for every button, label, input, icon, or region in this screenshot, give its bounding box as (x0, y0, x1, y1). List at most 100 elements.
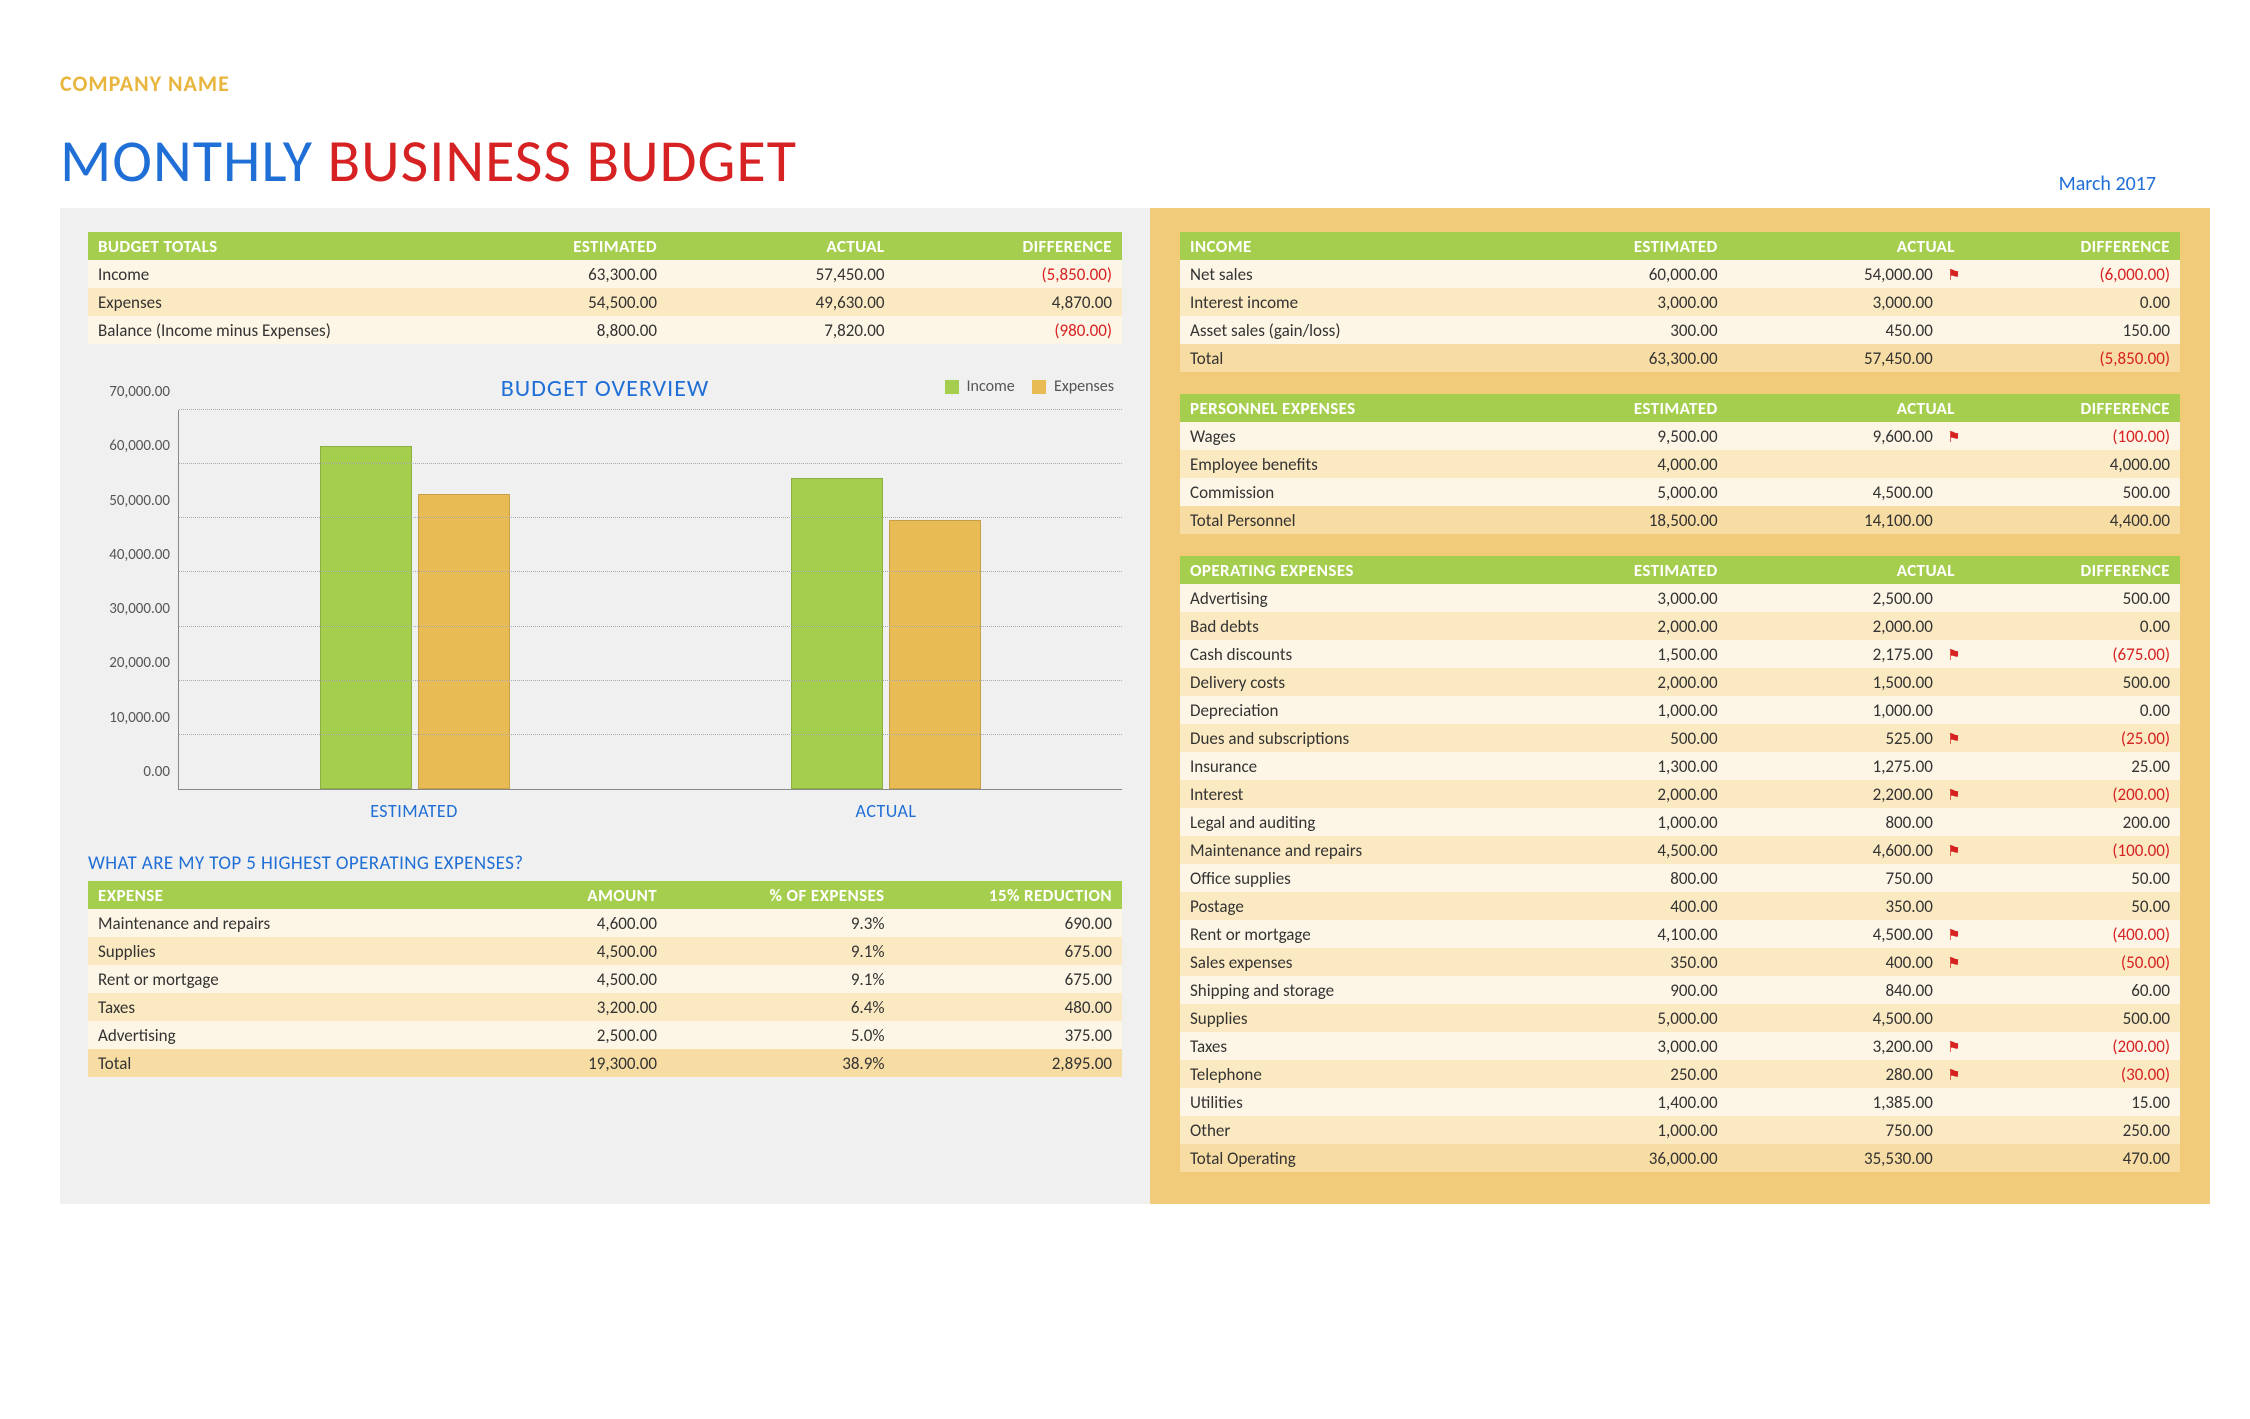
cell-label: Shipping and storage (1180, 976, 1513, 1004)
title-part-2: BUSINESS BUDGET (328, 125, 797, 198)
table-budget-totals: BUDGET TOTALSESTIMATEDACTUALDIFFERENCEIn… (88, 232, 1122, 344)
cell-value: 54,000.00 (1728, 260, 1943, 288)
cell-value: 900.00 (1513, 976, 1728, 1004)
cell-value: 18,500.00 (1513, 506, 1728, 534)
cell-value: 4,500.00 (440, 937, 667, 965)
cell-value: 1,500.00 (1728, 668, 1943, 696)
cell-value: 4,500.00 (440, 965, 667, 993)
cell-value: 1,400.00 (1513, 1088, 1728, 1116)
table-row-total: Total19,300.0038.9%2,895.00 (88, 1049, 1122, 1077)
cell-label: Sales expenses (1180, 948, 1513, 976)
col-header: ESTIMATED (1513, 232, 1728, 260)
table-row: Sales expenses350.00400.00⚑(50.00) (1180, 948, 2180, 976)
cell-label: Dues and subscriptions (1180, 724, 1513, 752)
cell-value: 800.00 (1513, 864, 1728, 892)
cell-value: 0.00 (1965, 612, 2180, 640)
flag-icon: ⚑ (1943, 948, 1965, 976)
flag-icon (1943, 808, 1965, 836)
legend-swatch-income (945, 380, 959, 394)
cell-value: 350.00 (1728, 892, 1943, 920)
col-header: INCOME (1180, 232, 1513, 260)
cell-value: 4,500.00 (1728, 920, 1943, 948)
cell-value: (30.00) (1965, 1060, 2180, 1088)
table-row: Shipping and storage900.00840.0060.00 (1180, 976, 2180, 1004)
cell-value: 3,200.00 (1728, 1032, 1943, 1060)
table-income: INCOMEESTIMATEDACTUALDIFFERENCENet sales… (1180, 232, 2180, 372)
cell-label: Total (1180, 344, 1513, 372)
table-row: Maintenance and repairs4,500.004,600.00⚑… (1180, 836, 2180, 864)
cell-value: 38.9% (667, 1049, 894, 1077)
flag-icon (1943, 864, 1965, 892)
flag-icon: ⚑ (1943, 920, 1965, 948)
chart-x-axis: ESTIMATEDACTUAL (178, 790, 1122, 822)
cell-label: Advertising (1180, 584, 1513, 612)
col-header: OPERATING EXPENSES (1180, 556, 1513, 584)
cell-value: 250.00 (1513, 1060, 1728, 1088)
cell-label: Commission (1180, 478, 1513, 506)
cell-label: Wages (1180, 422, 1513, 450)
cell-value: 2,500.00 (440, 1021, 667, 1049)
cell-value: 300.00 (1513, 316, 1728, 344)
table-row: Taxes3,200.006.4%480.00 (88, 993, 1122, 1021)
cell-value: 750.00 (1728, 1116, 1943, 1144)
right-panel: INCOMEESTIMATEDACTUALDIFFERENCENet sales… (1150, 208, 2210, 1204)
cell-value: 2,895.00 (895, 1049, 1123, 1077)
cell-value: 690.00 (895, 909, 1123, 937)
flag-icon (1943, 1004, 1965, 1032)
table-row: Cash discounts1,500.002,175.00⚑(675.00) (1180, 640, 2180, 668)
cell-value: 0.00 (1965, 696, 2180, 724)
col-header: BUDGET TOTALS (88, 232, 440, 260)
cell-label: Maintenance and repairs (1180, 836, 1513, 864)
flag-icon (1943, 478, 1965, 506)
flag-icon (1943, 1116, 1965, 1144)
cell-value: 15.00 (1965, 1088, 2180, 1116)
cell-value: 9.1% (667, 937, 894, 965)
col-header: PERSONNEL EXPENSES (1180, 394, 1513, 422)
bar-expenses (889, 520, 981, 789)
cell-value: 2,500.00 (1728, 584, 1943, 612)
table-row: Telephone250.00280.00⚑(30.00) (1180, 1060, 2180, 1088)
cell-label: Supplies (88, 937, 440, 965)
cell-value: 5,000.00 (1513, 1004, 1728, 1032)
cell-label: Maintenance and repairs (88, 909, 440, 937)
cell-value: (400.00) (1965, 920, 2180, 948)
table-row: Commission5,000.004,500.00500.00 (1180, 478, 2180, 506)
flag-icon (1943, 1144, 1965, 1172)
y-tick-label: 20,000.00 (109, 654, 170, 672)
cell-label: Income (88, 260, 440, 288)
col-header: ESTIMATED (440, 232, 667, 260)
table-row-total: Total Operating36,000.0035,530.00470.00 (1180, 1144, 2180, 1172)
table-row: Interest2,000.002,200.00⚑(200.00) (1180, 780, 2180, 808)
cell-value: 1,000.00 (1513, 696, 1728, 724)
y-tick-label: 60,000.00 (109, 437, 170, 455)
bar-income (791, 478, 883, 789)
chart-budget-overview: BUDGET OVERVIEW Income Expenses 0.0010,0… (88, 374, 1122, 822)
cell-value: 4,000.00 (1513, 450, 1728, 478)
table-row: Insurance1,300.001,275.0025.00 (1180, 752, 2180, 780)
flag-icon (1943, 892, 1965, 920)
cell-value: 6.4% (667, 993, 894, 1021)
flag-icon (1943, 696, 1965, 724)
flag-icon (1943, 1088, 1965, 1116)
cell-value: 400.00 (1513, 892, 1728, 920)
col-header: 15% REDUCTION (895, 881, 1123, 909)
chart-plot (178, 410, 1122, 790)
table-top5: EXPENSEAMOUNT% OF EXPENSES15% REDUCTIONM… (88, 881, 1122, 1077)
cell-value: 1,385.00 (1728, 1088, 1943, 1116)
cell-value: 350.00 (1513, 948, 1728, 976)
col-header: % OF EXPENSES (667, 881, 894, 909)
cell-value (1728, 450, 1943, 478)
table-row: Wages9,500.009,600.00⚑(100.00) (1180, 422, 2180, 450)
cell-value: 36,000.00 (1513, 1144, 1728, 1172)
table-row: Depreciation1,000.001,000.000.00 (1180, 696, 2180, 724)
cell-value: (5,850.00) (1965, 344, 2180, 372)
cell-label: Other (1180, 1116, 1513, 1144)
table-row-total: Total Personnel18,500.0014,100.004,400.0… (1180, 506, 2180, 534)
cell-value: 54,500.00 (440, 288, 667, 316)
cell-value: 200.00 (1965, 808, 2180, 836)
cell-value: 4,400.00 (1965, 506, 2180, 534)
table-row: Advertising3,000.002,500.00500.00 (1180, 584, 2180, 612)
cell-value: 400.00 (1728, 948, 1943, 976)
cell-value: 50.00 (1965, 892, 2180, 920)
company-name: COMPANY NAME (60, 70, 2210, 97)
